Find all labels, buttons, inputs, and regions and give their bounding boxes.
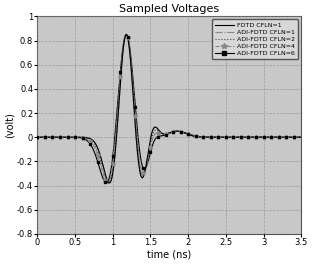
Title: Sampled Voltages: Sampled Voltages [119,4,219,14]
Legend: FDTD CFLN=1, ADI-FDTD CFLN=1, ADI-FDTD CFLN=2, ADI-FDTD CFLN=4, ADI-FDTD CFLN=6: FDTD CFLN=1, ADI-FDTD CFLN=1, ADI-FDTD C… [212,20,298,59]
Y-axis label: (volt): (volt) [4,112,14,138]
X-axis label: time (ns): time (ns) [147,250,191,260]
